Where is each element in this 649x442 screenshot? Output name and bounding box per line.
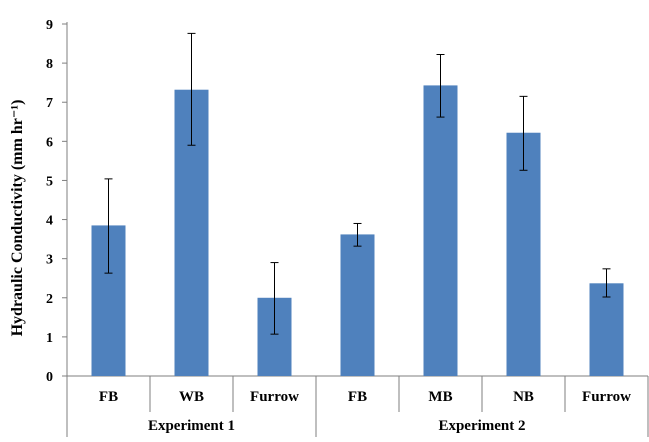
y-tick-label: 3	[46, 253, 53, 268]
y-tick-label: 6	[46, 135, 53, 150]
x-category-label: Furrow	[582, 389, 631, 405]
x-category-label: WB	[179, 389, 204, 405]
x-category-label: Furrow	[250, 389, 299, 405]
y-tick-label: 5	[46, 174, 53, 189]
x-category-label: FB	[348, 389, 367, 405]
x-category-label: NB	[513, 389, 534, 405]
y-tick-label: 8	[46, 57, 53, 72]
y-tick-label: 4	[46, 214, 53, 229]
x-category-label: MB	[428, 389, 452, 405]
x-group-label: Experiment 1	[148, 418, 235, 434]
y-tick-label: 7	[46, 96, 53, 111]
labels: 0 1 2 3 4 5 6 7 8 9 FB WB Furrow FB MB NB Furrow Experime…	[46, 18, 631, 434]
y-axis-title: Hydraulic Conductivity (mm hr⁻¹)	[9, 100, 26, 337]
bar	[423, 85, 458, 376]
x-category-label: FB	[99, 389, 118, 405]
y-tick-label: 1	[46, 331, 53, 346]
y-tick-label: 0	[46, 370, 53, 385]
bar	[589, 283, 624, 376]
y-tick-label: 9	[46, 18, 53, 33]
bar	[506, 132, 541, 376]
x-group-label: Experiment 2	[438, 418, 525, 434]
y-tick-label: 2	[46, 292, 53, 307]
bar	[340, 234, 375, 376]
bars	[91, 32, 624, 376]
